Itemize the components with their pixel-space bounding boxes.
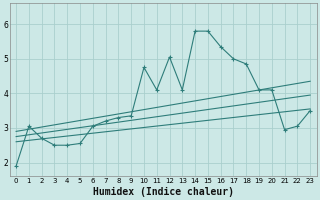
X-axis label: Humidex (Indice chaleur): Humidex (Indice chaleur) [92, 186, 234, 197]
